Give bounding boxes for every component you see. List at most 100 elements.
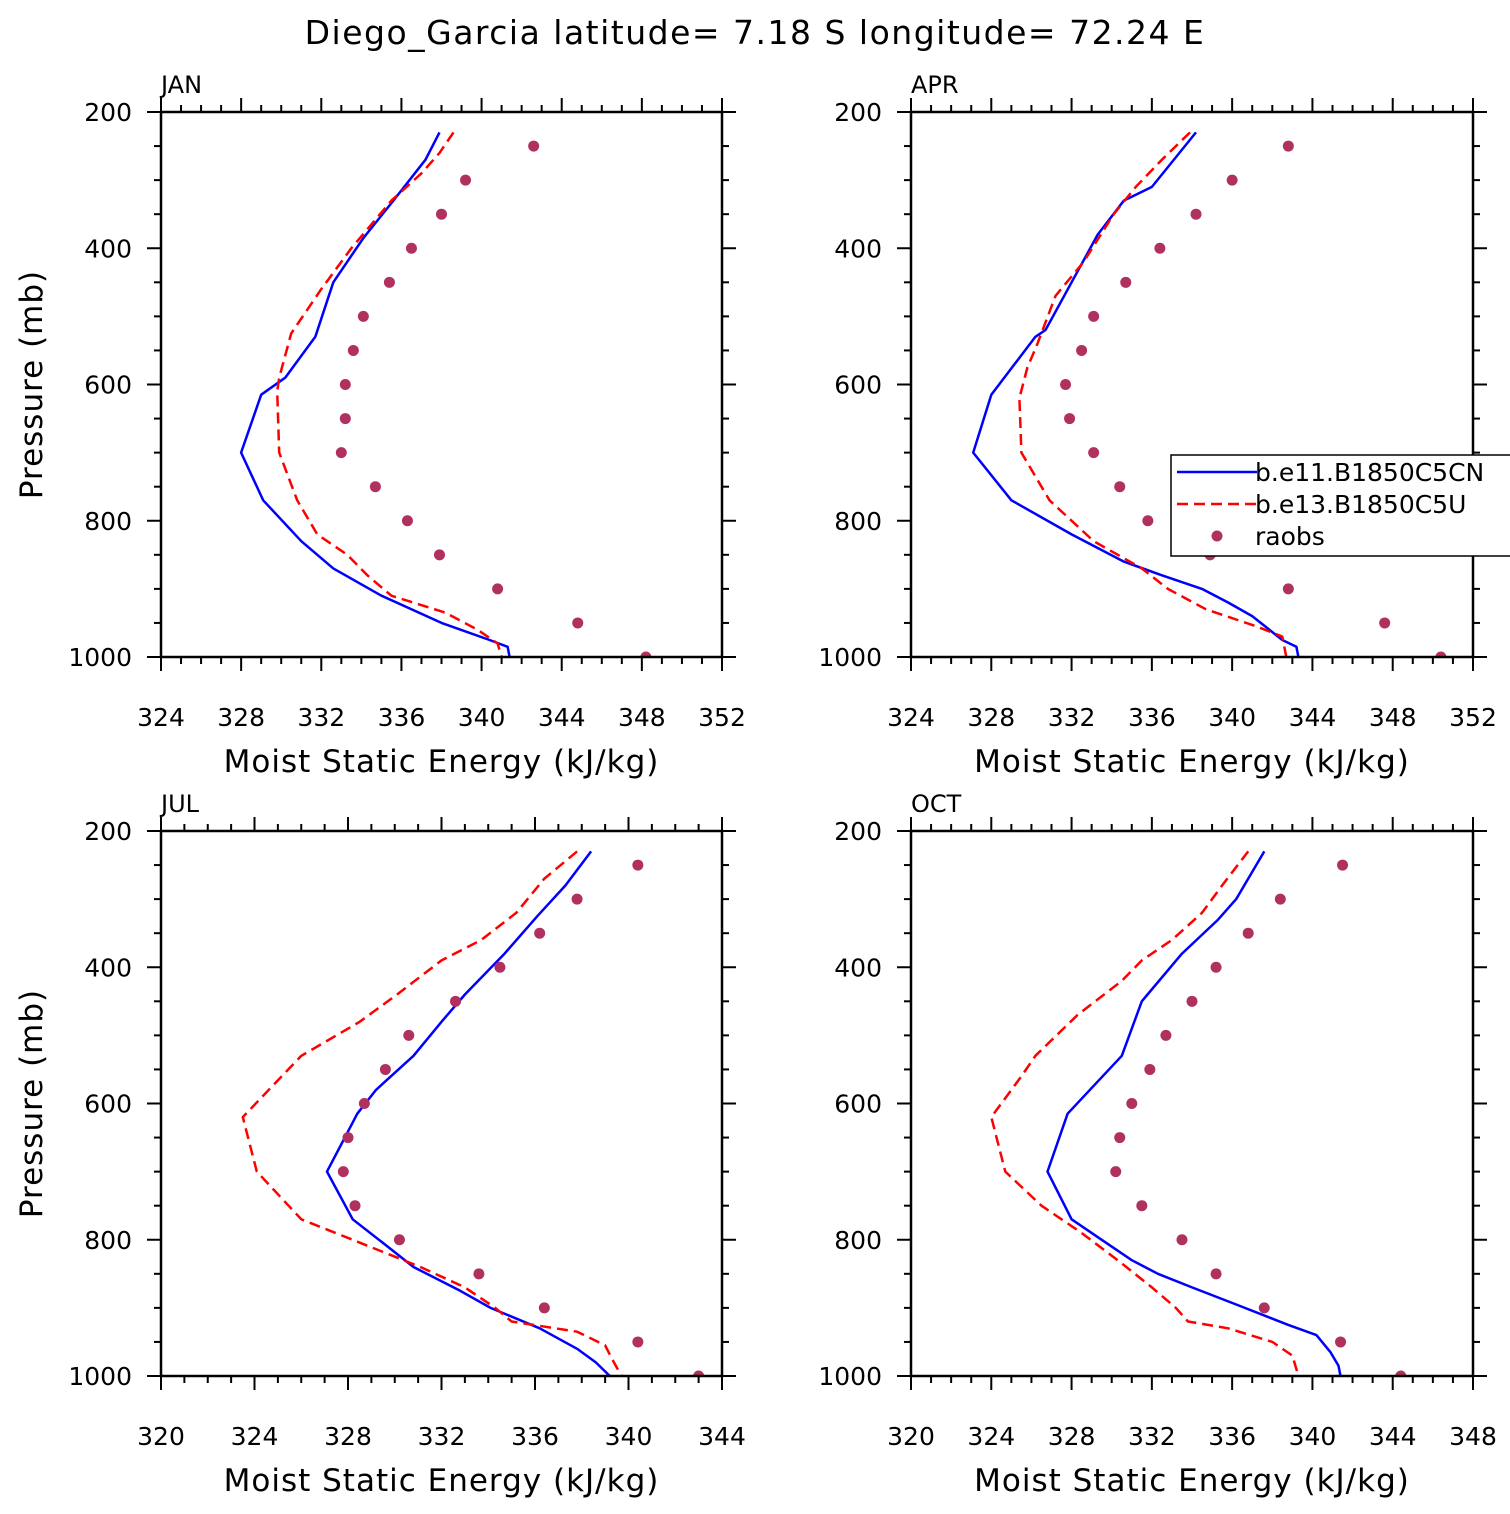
raobs-point bbox=[528, 140, 540, 152]
raobs-point bbox=[450, 995, 462, 1007]
raobs-point bbox=[347, 344, 359, 356]
raobs-point bbox=[1120, 276, 1132, 288]
x-tick-label: 336 bbox=[1128, 703, 1176, 732]
raobs-point bbox=[1274, 893, 1286, 905]
series-raobs-apr bbox=[1060, 140, 1447, 657]
raobs-point bbox=[1282, 583, 1294, 595]
y-axis-label-jul: Pressure (mb) bbox=[14, 989, 50, 1218]
series-b-e13-line-apr bbox=[1018, 131, 1288, 657]
raobs-point bbox=[358, 1098, 370, 1109]
raobs-point bbox=[393, 1234, 405, 1246]
raobs-point bbox=[403, 1029, 415, 1041]
x-tick-label: 340 bbox=[1289, 1422, 1337, 1451]
raobs-point bbox=[1282, 140, 1294, 152]
x-axis-label-jan: Moist Static Energy (kJ/kg) bbox=[224, 744, 660, 780]
y-tick-label: 800 bbox=[84, 507, 132, 536]
panel-frame-jan bbox=[159, 110, 724, 659]
x-tick-label: 328 bbox=[967, 703, 1015, 732]
figure-title: Diego_Garcia latitude= 7.18 S longitude=… bbox=[305, 13, 1206, 52]
x-tick-label: 336 bbox=[511, 1422, 559, 1451]
raobs-point bbox=[460, 174, 472, 186]
series-b-e13-line-jul bbox=[241, 850, 623, 1376]
x-tick-label: 340 bbox=[458, 703, 506, 732]
raobs-point bbox=[405, 242, 417, 254]
raobs-point bbox=[494, 961, 506, 973]
raobs-point bbox=[632, 1336, 644, 1348]
raobs-point bbox=[1435, 651, 1447, 657]
series-b-e11-line-apr bbox=[971, 131, 1300, 657]
raobs-point bbox=[1126, 1098, 1138, 1109]
series-b-e11-line-jan bbox=[239, 131, 511, 657]
raobs-point bbox=[572, 617, 584, 629]
plot-area-jan bbox=[239, 131, 652, 657]
x-tick-label: 344 bbox=[1369, 1422, 1417, 1451]
raobs-point bbox=[436, 208, 447, 220]
raobs-point bbox=[1064, 413, 1076, 425]
x-tick-label: 324 bbox=[887, 703, 935, 732]
raobs-point bbox=[1136, 1200, 1148, 1212]
raobs-point bbox=[693, 1370, 705, 1376]
panel-jul: JUL 320 324 328 332 336 340 344 200 400 600 800 1000… bbox=[14, 790, 746, 1499]
panel-frame-apr bbox=[909, 110, 1475, 659]
panel-jan: JAN 324 328 332 336 340 344 348 352 200 400 600 800 1… bbox=[14, 71, 746, 780]
raobs-point bbox=[1060, 379, 1072, 390]
raobs-point bbox=[1154, 242, 1166, 254]
raobs-point bbox=[1210, 961, 1222, 973]
series-b-e13-line-jan bbox=[275, 131, 503, 657]
x-axis-label-apr: Moist Static Energy (kJ/kg) bbox=[974, 744, 1410, 780]
x-tick-label: 332 bbox=[297, 703, 345, 732]
raobs-point bbox=[337, 1166, 349, 1178]
raobs-point bbox=[492, 583, 504, 595]
raobs-point bbox=[473, 1268, 485, 1280]
raobs-point bbox=[339, 413, 351, 425]
panel-label-jul: JUL bbox=[159, 790, 200, 818]
x-tick-label: 328 bbox=[1048, 1422, 1096, 1451]
series-raobs-jan bbox=[335, 140, 652, 657]
x-tick-label: 332 bbox=[418, 1422, 466, 1451]
y-tick-label: 200 bbox=[84, 98, 132, 127]
y-tick-label: 1000 bbox=[68, 1362, 132, 1391]
raobs-point bbox=[640, 651, 652, 657]
panel-apr: APR 324 328 332 336 340 344 348 352 200 400 600 800 1… bbox=[818, 71, 1496, 780]
x-tick-label: 344 bbox=[538, 703, 586, 732]
raobs-point bbox=[339, 379, 351, 390]
x-tick-label: 336 bbox=[1208, 1422, 1256, 1451]
raobs-point bbox=[1226, 174, 1238, 186]
y-tick-label: 400 bbox=[834, 234, 882, 263]
x-tick-label: 328 bbox=[217, 703, 265, 732]
raobs-point bbox=[1142, 515, 1154, 527]
raobs-point bbox=[1088, 447, 1100, 459]
x-tick-label: 344 bbox=[1289, 703, 1337, 732]
x-tick-label: 352 bbox=[698, 703, 746, 732]
panel-oct: OCT 320 324 328 332 336 340 344 348 200 400 600 800 1… bbox=[818, 790, 1496, 1499]
raobs-point bbox=[1335, 1336, 1347, 1348]
x-tick-label: 320 bbox=[137, 1422, 185, 1451]
y-tick-label: 600 bbox=[834, 1090, 882, 1119]
raobs-point bbox=[433, 549, 445, 561]
y-tick-label: 600 bbox=[84, 1090, 132, 1119]
legend-label-raobs: raobs bbox=[1255, 522, 1325, 551]
raobs-point bbox=[1337, 859, 1349, 871]
x-tick-label: 320 bbox=[887, 1422, 935, 1451]
raobs-point bbox=[1190, 208, 1202, 220]
x-tick-label: 324 bbox=[231, 1422, 279, 1451]
raobs-point bbox=[538, 1302, 550, 1314]
y-tick-label: 1000 bbox=[818, 1362, 882, 1391]
raobs-point bbox=[342, 1132, 354, 1144]
y-tick-label: 400 bbox=[84, 953, 132, 982]
x-tick-label: 332 bbox=[1128, 1422, 1176, 1451]
y-tick-label: 200 bbox=[834, 98, 882, 127]
raobs-point bbox=[534, 927, 546, 939]
x-tick-label: 352 bbox=[1449, 703, 1497, 732]
x-tick-label: 324 bbox=[967, 1422, 1015, 1451]
raobs-point bbox=[379, 1063, 391, 1075]
raobs-point bbox=[369, 481, 381, 493]
y-tick-label: 1000 bbox=[818, 643, 882, 672]
y-tick-label: 400 bbox=[84, 234, 132, 263]
raobs-point bbox=[357, 310, 369, 322]
raobs-point bbox=[1160, 1029, 1172, 1041]
raobs-point bbox=[1088, 310, 1100, 322]
raobs-point bbox=[383, 276, 395, 288]
